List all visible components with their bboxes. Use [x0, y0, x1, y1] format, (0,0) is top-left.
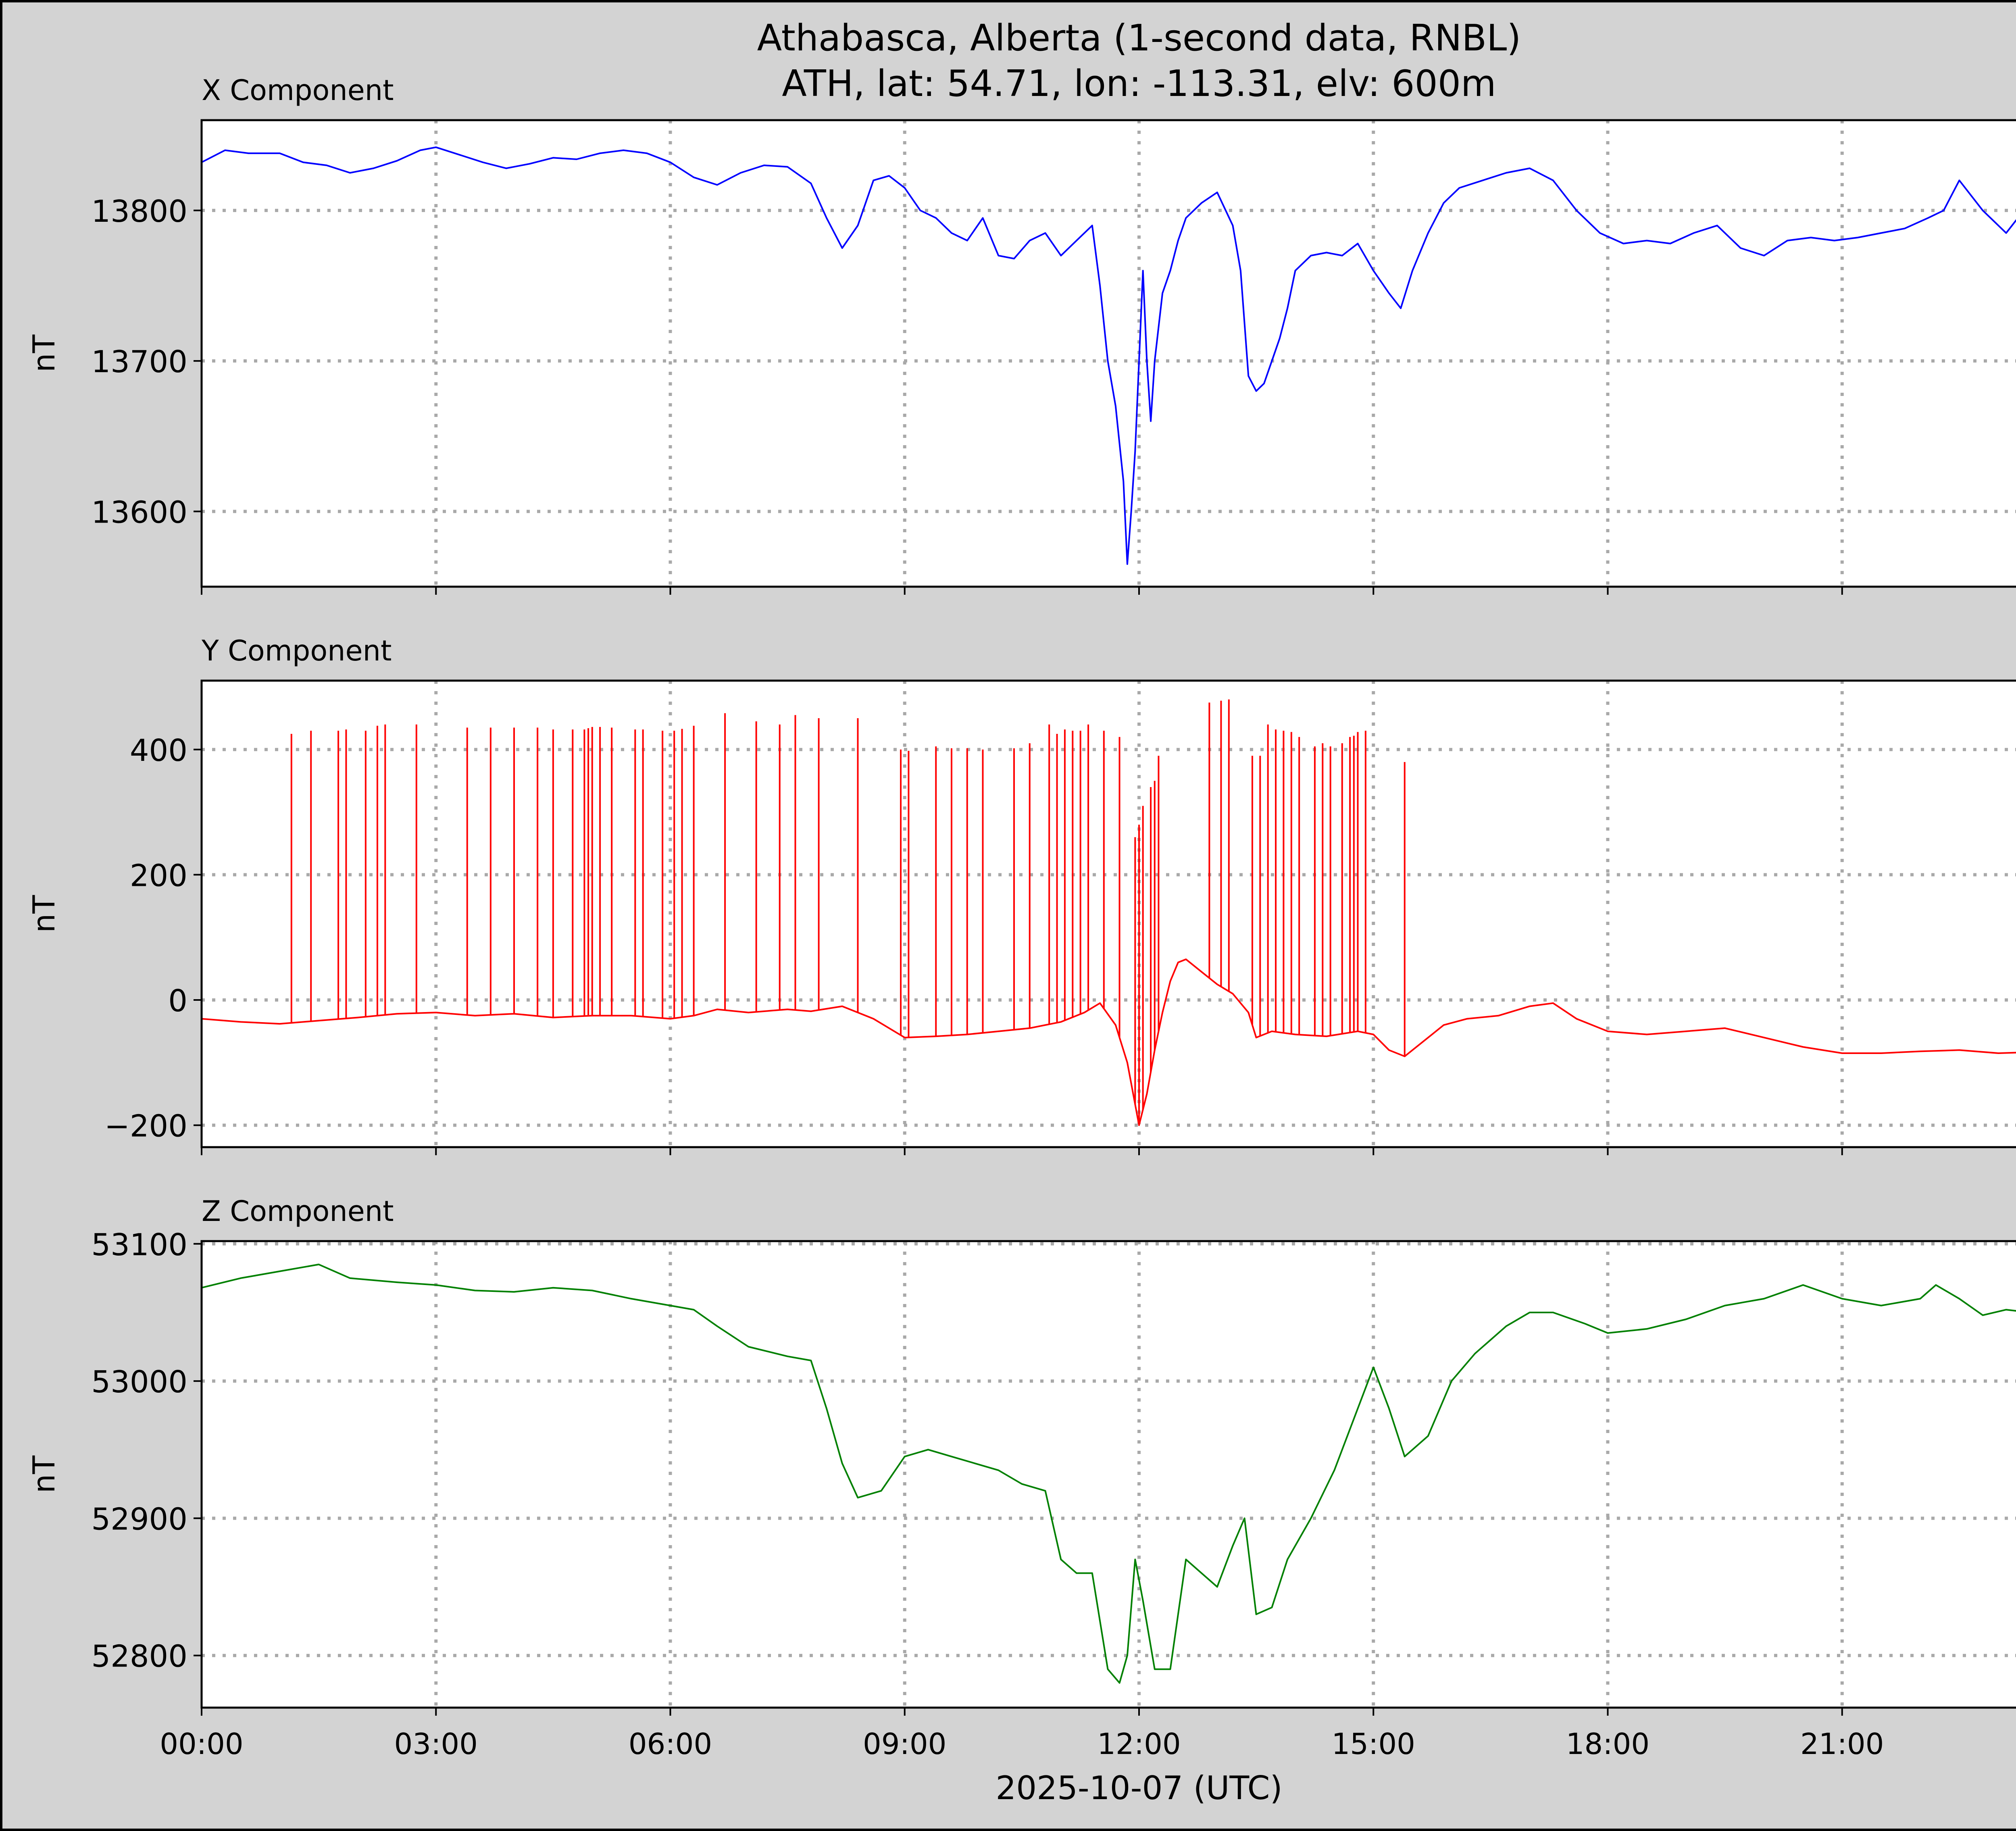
- y-axes-frame: [200, 679, 2016, 1148]
- z-panel-title: Z Component: [202, 1195, 394, 1228]
- x-ytick-label: 13700: [91, 344, 187, 379]
- y-series-line: [201, 958, 2016, 1126]
- x-panel-title: X Component: [202, 74, 394, 107]
- x-tick-label: 21:00: [1800, 1727, 1884, 1761]
- x-tick-label: 15:00: [1332, 1727, 1416, 1761]
- x-axes-frame: [200, 119, 2016, 588]
- x-tick-label: 12:00: [1097, 1727, 1181, 1761]
- y-component-panel: −200 0 200 400 Y Component nT: [26, 634, 2016, 1155]
- x-tick-label: 00:00: [160, 1727, 244, 1761]
- y-ylabel: nT: [26, 895, 62, 933]
- z-plot-area: [202, 1241, 2016, 1708]
- z-ytick-label: 52900: [91, 1501, 187, 1537]
- x-ytick-label: 13600: [91, 494, 187, 530]
- y-ytick-label: 200: [130, 858, 187, 893]
- figure-title-line2: ATH, lat: 54.71, lon: -113.31, elv: 600m: [782, 62, 1496, 105]
- y-plot-area: [202, 681, 2016, 1147]
- y-panel-title: Y Component: [201, 634, 392, 667]
- z-axes-frame: [200, 1240, 2016, 1709]
- x-plot-area: [202, 120, 2016, 587]
- z-ytick-label: 53100: [91, 1227, 187, 1262]
- z-ytick-label: 52800: [91, 1639, 187, 1674]
- z-series-line: [201, 1263, 2016, 1684]
- x-ylabel: nT: [26, 334, 62, 373]
- x-tick-label: 09:00: [863, 1727, 947, 1761]
- x-tick-label: 06:00: [629, 1727, 712, 1761]
- figure-title-line1: Athabasca, Alberta (1-second data, RNBL): [757, 17, 1521, 59]
- x-axis-label: 2025-10-07 (UTC): [996, 1769, 1282, 1807]
- x-ytick-label: 13800: [91, 194, 187, 229]
- x-tick-label: 18:00: [1566, 1727, 1650, 1761]
- y-ytick-label: 400: [130, 733, 187, 768]
- x-tick-label: 03:00: [394, 1727, 478, 1761]
- x-component-panel: 13600 13700 13800 X Component nT: [26, 74, 2016, 595]
- y-ytick-label: 0: [168, 983, 187, 1019]
- x-series-line: [201, 146, 2016, 565]
- z-component-panel: 52800 52900 53000 53100 Z Component nT: [26, 1195, 2016, 1716]
- y-ytick-label: −200: [104, 1108, 187, 1144]
- x-axis-tick-labels: 00:00 03:00 06:00 09:00 12:00 15:00 18:00 21:00: [160, 1727, 1884, 1761]
- z-ytick-label: 53000: [91, 1364, 187, 1400]
- z-ylabel: nT: [26, 1455, 62, 1494]
